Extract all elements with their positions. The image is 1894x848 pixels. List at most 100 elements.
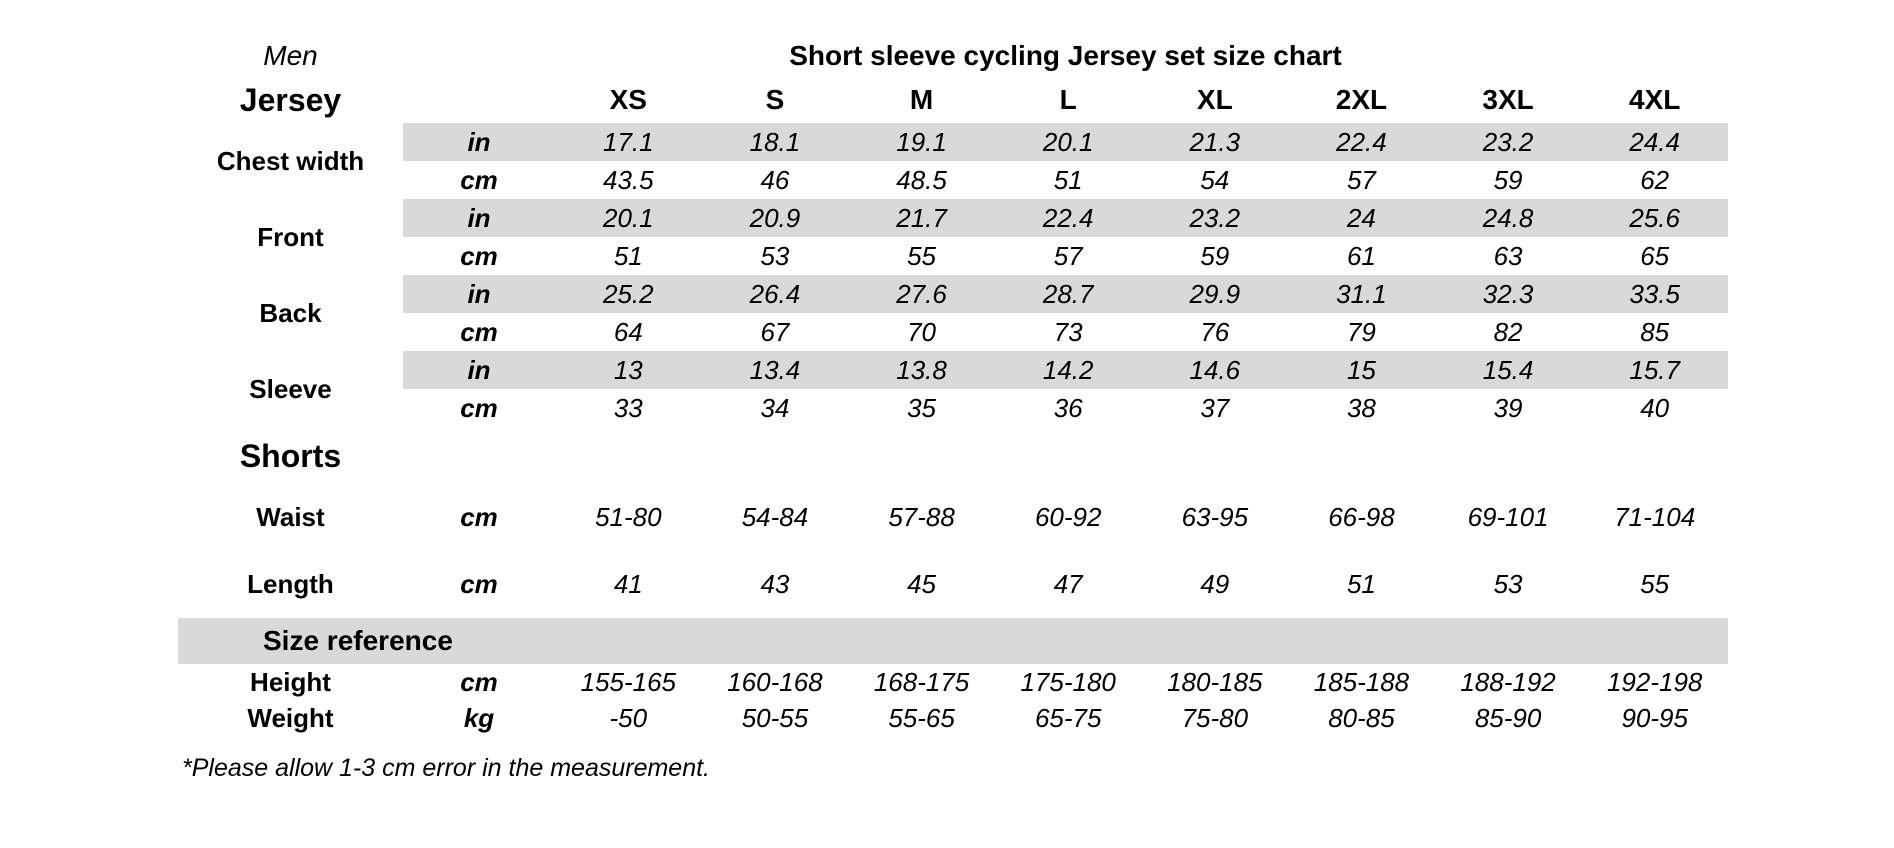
front-cm-row: cm 51 53 55 57 59 61 63 65 <box>178 237 1728 275</box>
unit-cell: cm <box>460 240 498 271</box>
value-cell: 40 <box>1640 392 1670 423</box>
value-cell: 15.4 <box>1434 351 1582 389</box>
unit-cell: in <box>403 199 555 237</box>
size-header-2xl: 2XL <box>1335 84 1388 115</box>
size-reference-band: Size reference <box>178 618 1728 664</box>
value-cell: 33.5 <box>1581 275 1728 313</box>
value-cell: 27.6 <box>848 275 995 313</box>
value-cell: 75-80 <box>1181 702 1249 733</box>
value-cell: 35 <box>907 392 937 423</box>
value-cell: 192-198 <box>1606 666 1703 697</box>
unit-header-spacer <box>403 77 555 123</box>
value-cell: 59 <box>1200 240 1230 271</box>
size-header-s: S <box>765 84 785 115</box>
value-cell: 85 <box>1640 316 1670 347</box>
size-chart-page: Men Short sleeve cycling Jersey set size… <box>0 35 1894 848</box>
value-cell: 79 <box>1346 316 1376 347</box>
unit-cell: cm <box>460 392 498 423</box>
value-cell: 20.1 <box>555 199 702 237</box>
row-label-length: Length <box>178 550 403 618</box>
value-cell: 51-80 <box>595 502 662 532</box>
unit-cell: in <box>403 351 555 389</box>
value-cell: 43.5 <box>603 164 654 195</box>
value-cell: 67 <box>760 316 790 347</box>
value-cell: 54 <box>1200 164 1230 195</box>
value-cell: 51 <box>1346 568 1376 599</box>
unit-cell: cm <box>460 568 498 599</box>
value-cell: 20.1 <box>994 123 1142 161</box>
value-cell: 24 <box>1288 199 1435 237</box>
height-row: Height cm 155-165 160-168 168-175 175-18… <box>178 664 1728 700</box>
unit-cell: kg <box>463 702 495 733</box>
row-label-waist: Waist <box>178 485 403 550</box>
value-cell: 22.4 <box>1288 123 1435 161</box>
value-cell: 90-95 <box>1621 702 1688 733</box>
value-cell: 175-180 <box>1020 666 1116 697</box>
value-cell: 13 <box>555 351 702 389</box>
value-cell: 48.5 <box>896 164 947 195</box>
value-cell: 85-90 <box>1474 702 1542 733</box>
value-cell: 29.9 <box>1141 275 1289 313</box>
chest-width-cm-row: cm 43.5 46 48.5 51 54 57 59 62 <box>178 161 1728 199</box>
value-cell: 51 <box>1053 164 1083 195</box>
value-cell: 53 <box>760 240 790 271</box>
back-cm-row: cm 64 67 70 73 76 79 82 85 <box>178 313 1728 351</box>
value-cell: 63 <box>1493 240 1523 271</box>
length-row: Length cm 41 43 45 47 49 51 53 55 <box>178 550 1728 618</box>
shorts-section-spacer <box>403 427 1728 485</box>
value-cell: 37 <box>1200 392 1230 423</box>
value-cell: 21.3 <box>1141 123 1289 161</box>
value-cell: 57 <box>1346 164 1376 195</box>
value-cell: 34 <box>760 392 790 423</box>
title-row: Men Short sleeve cycling Jersey set size… <box>178 35 1728 77</box>
value-cell: 71-104 <box>1614 502 1696 532</box>
front-in-row: Front in 20.1 20.9 21.7 22.4 23.2 24 24.… <box>178 199 1728 275</box>
value-cell: 160-168 <box>727 666 823 697</box>
row-label-weight: Weight <box>178 700 403 736</box>
sleeve-cm-row: cm 33 34 35 36 37 38 39 40 <box>178 389 1728 427</box>
value-cell: 23.2 <box>1434 123 1582 161</box>
value-cell: 70 <box>907 316 937 347</box>
value-cell: 61 <box>1346 240 1376 271</box>
value-cell: 180-185 <box>1167 666 1263 697</box>
value-cell: 54-84 <box>741 502 809 532</box>
value-cell: 64 <box>613 316 643 347</box>
unit-cell: cm <box>460 666 498 697</box>
value-cell: 25.6 <box>1581 199 1728 237</box>
value-cell: 41 <box>613 568 643 599</box>
value-cell: 55-65 <box>888 702 955 733</box>
value-cell: 49 <box>1200 568 1230 599</box>
value-cell: 65-75 <box>1034 702 1102 733</box>
value-cell: 19.1 <box>848 123 995 161</box>
value-cell: 20.9 <box>701 199 849 237</box>
value-cell: 43 <box>760 568 790 599</box>
row-label-height: Height <box>178 664 403 700</box>
measurement-footnote: *Please allow 1-3 cm error in the measur… <box>182 754 711 782</box>
unit-cell: in <box>403 275 555 313</box>
row-label-sleeve: Sleeve <box>178 351 403 427</box>
unit-cell: cm <box>460 502 498 532</box>
value-cell: 36 <box>1053 392 1083 423</box>
value-cell: 47 <box>1053 568 1083 599</box>
value-cell: 73 <box>1053 316 1083 347</box>
value-cell: 21.7 <box>848 199 995 237</box>
value-cell: 63-95 <box>1181 502 1249 532</box>
value-cell: 155-165 <box>580 666 677 697</box>
unit-cell: in <box>403 123 555 161</box>
row-label-chest-width: Chest width <box>178 123 403 199</box>
value-cell: 22.4 <box>994 199 1142 237</box>
value-cell: 24.8 <box>1434 199 1582 237</box>
value-cell: 25.2 <box>555 275 702 313</box>
value-cell: 14.6 <box>1141 351 1289 389</box>
size-header-xs: XS <box>609 84 647 115</box>
weight-row: Weight kg -50 50-55 55-65 65-75 75-80 80… <box>178 700 1728 736</box>
unit-cell: cm <box>460 316 498 347</box>
value-cell: 82 <box>1493 316 1523 347</box>
value-cell: -50 <box>609 702 648 733</box>
value-cell: 28.7 <box>994 275 1142 313</box>
value-cell: 55 <box>1640 568 1670 599</box>
section-shorts-label: Shorts <box>239 437 342 474</box>
row-label-front: Front <box>178 199 403 275</box>
value-cell: 13.8 <box>848 351 995 389</box>
value-cell: 26.4 <box>701 275 849 313</box>
